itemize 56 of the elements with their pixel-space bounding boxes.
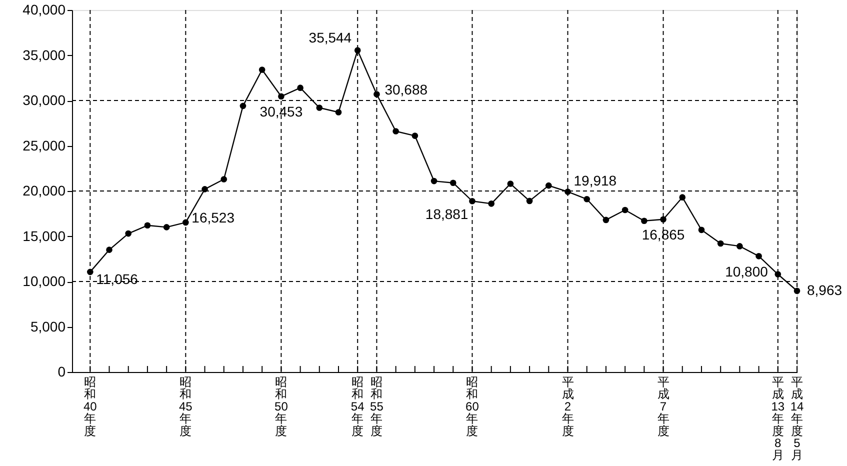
y-tick-label: 25,000: [22, 137, 66, 154]
x-tick-label: 昭和45年度: [178, 375, 193, 438]
data-label: 8,963: [807, 282, 842, 298]
y-tick-label: 5,000: [30, 318, 66, 334]
point: [602, 216, 610, 224]
point: [220, 176, 228, 182]
data-label: 16,523: [192, 209, 235, 226]
y-tick-label: 0: [58, 364, 66, 380]
x-tick-label: 平成14年度5月: [790, 375, 804, 462]
point: [430, 178, 438, 184]
data-label: 19,918: [574, 172, 617, 189]
point: [622, 206, 628, 214]
point: [258, 66, 266, 73]
point: [679, 194, 686, 200]
y-tick-label: 20,000: [22, 182, 66, 198]
data-label: 16,865: [642, 226, 685, 242]
point: [240, 102, 246, 110]
point: [584, 196, 590, 202]
point: [545, 182, 552, 189]
point: [488, 200, 494, 207]
point: [698, 226, 705, 234]
y-tick-label: 30,000: [22, 92, 66, 108]
data-label: 35,544: [308, 29, 352, 46]
point: [412, 132, 418, 139]
x-tick-label: 平成7年度: [657, 375, 670, 438]
point: [756, 253, 762, 260]
x-tick-label: 平成13年度8月: [771, 375, 785, 462]
x-tick-label: 昭和60年度: [466, 375, 480, 438]
x-tick-label: 昭和55年度: [370, 375, 384, 438]
point: [717, 240, 724, 247]
point: [106, 246, 112, 253]
point: [526, 198, 533, 204]
point: [507, 180, 514, 187]
point: [202, 186, 208, 192]
x-tick-label: 昭和50年度: [274, 375, 288, 438]
data-label: 10,800: [725, 263, 768, 280]
point: [736, 243, 743, 250]
data-label: 30,453: [260, 103, 303, 120]
point: [316, 104, 323, 111]
y-tick-label: 15,000: [22, 228, 66, 244]
y-tick-label: 10,000: [22, 273, 66, 289]
x-tick-label: 平成2年度: [562, 375, 574, 438]
point: [144, 222, 151, 229]
y-tick-label: 40,000: [22, 2, 66, 18]
y-tick-label: 35,000: [22, 46, 66, 63]
point: [163, 224, 170, 230]
x-tick-label: 昭和54年度: [350, 375, 365, 438]
point: [392, 128, 399, 134]
point: [125, 230, 132, 237]
data-label: 30,688: [384, 81, 428, 98]
x-tick-label: 昭和40年度: [83, 375, 98, 438]
data-label: 18,881: [425, 206, 468, 222]
point: [335, 109, 342, 116]
point: [641, 218, 648, 224]
point: [450, 180, 456, 186]
point: [297, 84, 304, 91]
